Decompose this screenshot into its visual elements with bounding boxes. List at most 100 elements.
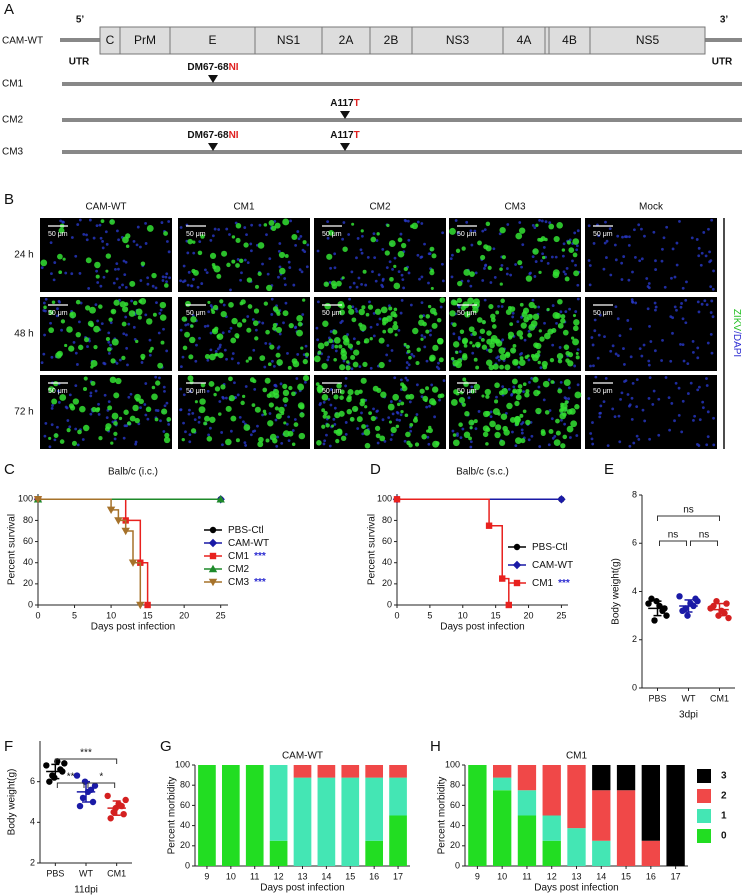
column-label: CM1 — [233, 202, 255, 213]
nucleus — [637, 438, 641, 441]
nucleus — [702, 231, 706, 234]
survival-line — [38, 498, 149, 605]
infected-cell — [393, 264, 397, 269]
bar-segment — [592, 790, 611, 841]
nucleus — [514, 263, 517, 266]
nucleus — [340, 319, 344, 323]
nucleus — [696, 300, 700, 304]
infected-cell — [51, 300, 56, 304]
x-tick-label: 11 — [522, 871, 531, 881]
nucleus — [50, 272, 53, 276]
nucleus — [696, 346, 700, 350]
nucleus — [706, 435, 710, 439]
bar-segment — [517, 765, 537, 791]
infected-cell — [269, 433, 277, 441]
nucleus — [109, 321, 113, 325]
infected-cell — [400, 242, 407, 249]
nucleus — [500, 305, 504, 308]
infected-cell — [184, 331, 191, 338]
nucleus — [520, 315, 523, 319]
nucleus — [388, 359, 392, 363]
infected-cell — [405, 344, 410, 349]
infected-cell — [562, 434, 568, 440]
infected-cell — [514, 400, 520, 407]
y-tick-label: 100 — [18, 494, 33, 504]
significance: *** — [254, 577, 266, 588]
chart-title: Balb/c (s.c.) — [456, 467, 509, 478]
y-tick-label: 0 — [455, 860, 460, 870]
nucleus — [399, 413, 403, 417]
nucleus — [661, 247, 664, 251]
infected-cell — [230, 337, 237, 344]
infected-cell — [59, 439, 65, 444]
nucleus — [423, 345, 427, 349]
infected-cell — [105, 423, 112, 430]
legend-name: CM3 — [228, 577, 250, 588]
nucleus — [559, 310, 563, 314]
infected-cell — [282, 397, 289, 403]
infected-cell — [431, 253, 437, 259]
significance-bracket — [659, 540, 687, 546]
infected-cell — [90, 380, 96, 386]
nucleus — [88, 218, 92, 222]
nucleus — [696, 443, 699, 446]
scale-bar-label: 50 μm — [186, 310, 206, 317]
nucleus — [236, 393, 240, 397]
infected-cell — [422, 395, 429, 402]
infected-cell — [527, 332, 533, 338]
nucleus — [635, 378, 639, 381]
column-label: Mock — [639, 202, 664, 213]
infected-cell — [207, 300, 211, 304]
nucleus — [681, 317, 685, 321]
nucleus — [236, 361, 240, 365]
infected-cell — [334, 344, 339, 349]
infected-cell — [522, 307, 530, 314]
nucleus — [647, 359, 651, 363]
nucleus — [366, 255, 370, 259]
nucleus — [617, 414, 621, 418]
nucleus — [154, 286, 158, 290]
infected-cell — [519, 356, 524, 361]
infected-cell — [412, 327, 419, 335]
micrograph — [178, 297, 310, 371]
nucleus — [710, 218, 714, 222]
infected-cell — [231, 259, 236, 264]
nucleus — [611, 344, 615, 348]
infected-cell — [499, 364, 504, 370]
nucleus — [398, 399, 402, 403]
infected-cell — [339, 389, 345, 395]
nucleus — [703, 299, 707, 303]
data-point — [684, 612, 691, 619]
infected-cell — [507, 305, 512, 310]
infected-cell — [418, 314, 424, 319]
micrograph — [40, 375, 172, 449]
infected-cell — [341, 354, 348, 361]
nucleus — [511, 315, 515, 319]
infected-cell — [509, 417, 516, 423]
infected-cell — [475, 365, 480, 370]
infected-cell — [560, 443, 566, 449]
infected-cell — [408, 393, 415, 400]
infected-cell — [140, 261, 146, 266]
legend-name: CM2 — [228, 564, 250, 575]
nucleus — [540, 259, 543, 263]
infected-cell — [111, 412, 119, 420]
infected-cell — [152, 312, 157, 317]
infected-cell — [560, 318, 566, 324]
significance-label: ns — [683, 505, 694, 516]
infected-cell — [90, 359, 98, 367]
infected-cell — [358, 308, 365, 316]
nucleus — [327, 355, 331, 359]
infected-cell — [489, 420, 496, 428]
infected-cell — [235, 438, 240, 443]
marker — [121, 527, 130, 536]
infected-cell — [190, 324, 194, 328]
nucleus — [441, 231, 445, 235]
nucleus — [440, 262, 444, 266]
nucleus — [469, 445, 473, 449]
nucleus — [673, 419, 676, 423]
infected-cell — [94, 261, 101, 269]
nucleus — [89, 391, 93, 395]
infected-cell — [468, 436, 472, 441]
x-tick-label: 17 — [393, 871, 403, 881]
